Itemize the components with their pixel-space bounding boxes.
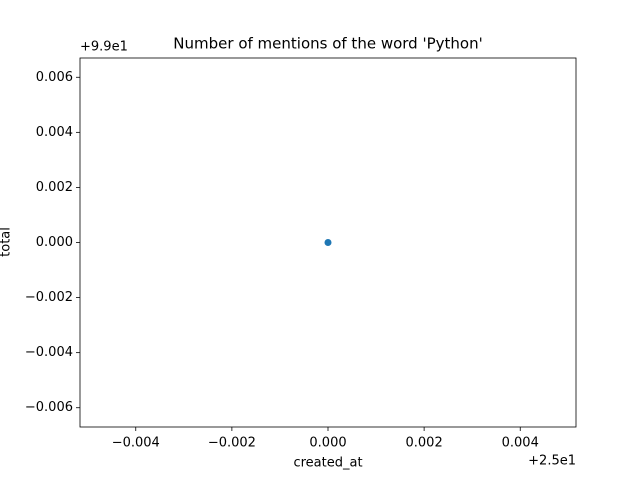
x-tick-label: −0.002 bbox=[208, 436, 256, 451]
y-tick-label: −0.004 bbox=[25, 345, 73, 360]
x-axis-label: created_at bbox=[293, 456, 362, 471]
x-tick-label: 0.004 bbox=[502, 436, 539, 451]
y-offset: +9.9e1 bbox=[80, 40, 128, 55]
chart-title: Number of mentions of the word 'Python' bbox=[173, 35, 482, 53]
x-tick-label: 0.002 bbox=[406, 436, 443, 451]
y-tick-label: −0.006 bbox=[25, 400, 73, 415]
y-tick-label: 0.006 bbox=[36, 70, 73, 85]
y-tick-label: 0.004 bbox=[36, 125, 73, 140]
x-offset: +2.5e1 bbox=[528, 454, 576, 469]
y-tick-label: −0.002 bbox=[25, 290, 73, 305]
point bbox=[324, 239, 332, 246]
y-axis-label: total bbox=[0, 227, 14, 257]
y-tick-label: 0.000 bbox=[36, 235, 73, 250]
y-tick-label: 0.002 bbox=[36, 180, 73, 195]
x-tick-label: 0.000 bbox=[309, 436, 346, 451]
x-tick-label: −0.004 bbox=[112, 436, 160, 451]
plot-frame bbox=[79, 57, 577, 428]
